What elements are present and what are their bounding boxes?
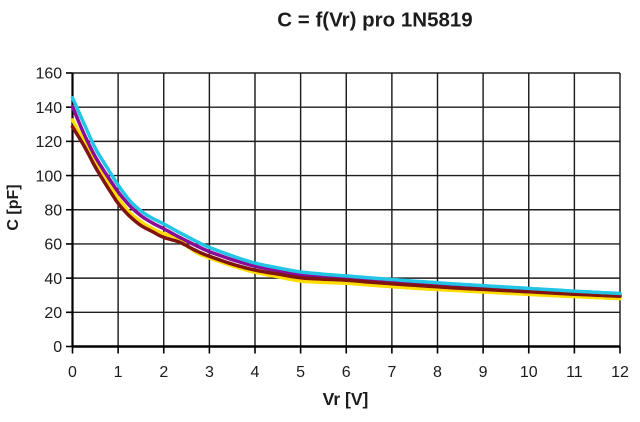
svg-text:60: 60 (44, 237, 62, 254)
svg-text:9: 9 (479, 364, 488, 381)
svg-text:140: 140 (35, 100, 62, 117)
svg-text:5: 5 (296, 364, 305, 381)
svg-text:0: 0 (68, 364, 77, 381)
svg-text:10: 10 (520, 364, 538, 381)
svg-text:12: 12 (611, 364, 629, 381)
svg-text:20: 20 (44, 305, 62, 322)
svg-text:4: 4 (251, 364, 260, 381)
svg-text:C = f(Vr) pro 1N5819: C = f(Vr) pro 1N5819 (277, 9, 472, 32)
svg-text:6: 6 (342, 364, 351, 381)
svg-text:40: 40 (44, 271, 62, 288)
svg-text:80: 80 (44, 202, 62, 219)
svg-text:3: 3 (205, 364, 214, 381)
svg-text:Vr [V]: Vr [V] (323, 389, 369, 409)
svg-text:160: 160 (35, 66, 62, 83)
svg-text:C [pF]: C [pF] (5, 184, 22, 230)
svg-text:0: 0 (53, 339, 62, 356)
svg-text:2: 2 (159, 364, 168, 381)
svg-text:7: 7 (387, 364, 396, 381)
svg-text:1: 1 (114, 364, 123, 381)
svg-text:100: 100 (35, 168, 62, 185)
svg-text:8: 8 (433, 364, 442, 381)
svg-text:11: 11 (566, 364, 583, 381)
svg-text:120: 120 (35, 134, 62, 151)
